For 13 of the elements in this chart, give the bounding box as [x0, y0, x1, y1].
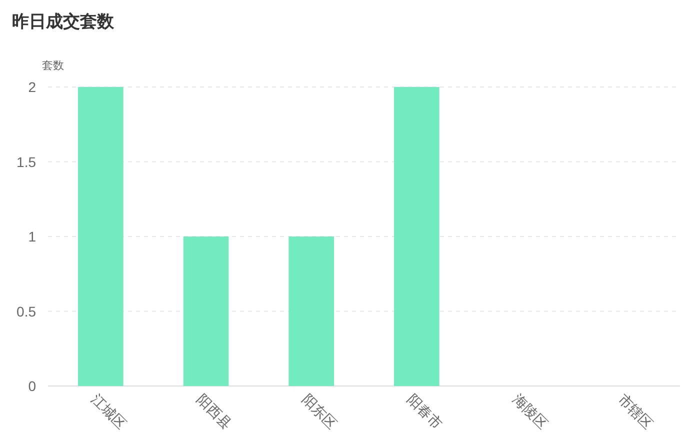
x-tick-label: 江城区 — [88, 390, 130, 432]
y-tick-label: 1.5 — [16, 154, 36, 170]
y-tick-label: 0 — [28, 378, 36, 394]
x-tick-label: 海陵区 — [510, 390, 551, 432]
chart-title: 昨日成交套数 — [12, 12, 115, 31]
x-tick-label: 阳东区 — [299, 390, 340, 432]
x-tick-label: 阳春市 — [404, 390, 446, 432]
x-tick-label: 阳西县 — [194, 390, 235, 432]
x-tick-label: 市辖区 — [615, 390, 656, 432]
y-tick-label: 1 — [28, 228, 36, 244]
y-tick-label: 2 — [28, 79, 36, 95]
y-axis-title: 套数 — [42, 60, 64, 72]
y-tick-label: 0.5 — [16, 303, 36, 320]
